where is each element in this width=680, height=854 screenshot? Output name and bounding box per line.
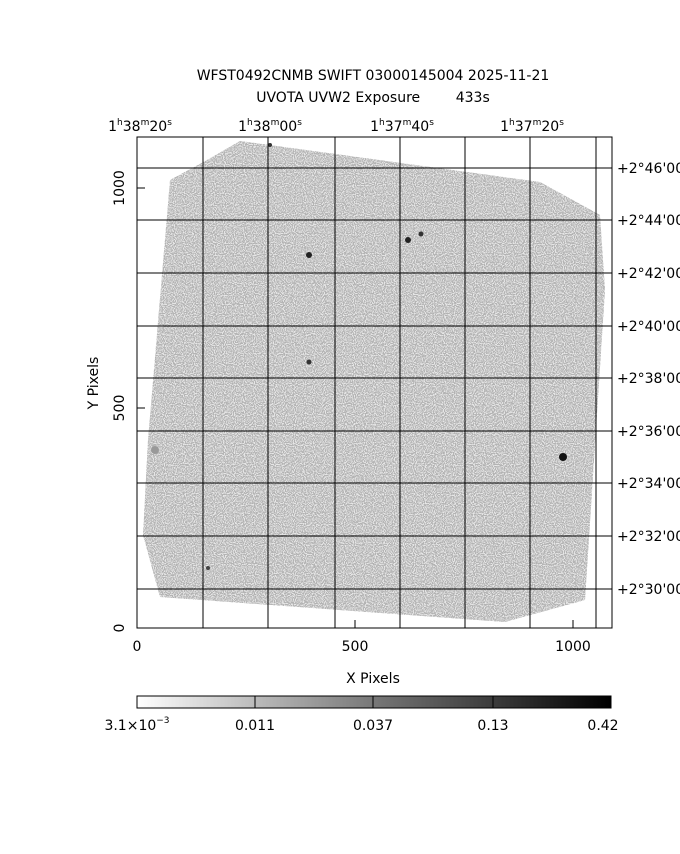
ra-part: 1 bbox=[238, 119, 247, 135]
dec-label: +2°42'00 bbox=[617, 266, 680, 282]
ra-part: s bbox=[297, 118, 302, 128]
ra-part: 1 bbox=[370, 119, 379, 135]
ra-part: h bbox=[379, 118, 385, 128]
y-label: Y Pixels bbox=[86, 357, 102, 411]
dec-label: +2°44'00 bbox=[617, 213, 680, 229]
ra-part: 1 bbox=[108, 119, 117, 135]
colorbar-label: 0.13 bbox=[477, 718, 508, 734]
ra-part: m bbox=[271, 118, 280, 128]
y-tick-label: 0 bbox=[112, 624, 128, 633]
y-tick-label: 500 bbox=[112, 395, 128, 422]
ra-part: 38 bbox=[253, 119, 271, 135]
dec-label: +2°38'00 bbox=[617, 371, 680, 387]
ra-part: s bbox=[429, 118, 434, 128]
ra-part: 37 bbox=[385, 119, 403, 135]
dec-label: +2°36'00 bbox=[617, 424, 680, 440]
ra-part: 20 bbox=[541, 119, 559, 135]
colorbar-label: 0.011 bbox=[235, 718, 275, 734]
ra-part: 20 bbox=[149, 119, 167, 135]
colorbar-label-part: −3 bbox=[156, 716, 169, 726]
ra-part: 40 bbox=[411, 119, 429, 135]
colorbar-label-part: 0.13 bbox=[477, 718, 508, 734]
x-label: X Pixels bbox=[346, 671, 400, 687]
x-tick-label: 0 bbox=[133, 639, 142, 655]
x-tick-label: 1000 bbox=[555, 639, 591, 655]
dec-label: +2°46'00 bbox=[617, 161, 680, 177]
ra-part: s bbox=[559, 118, 564, 128]
coord-grid bbox=[137, 137, 612, 628]
x-tick-label: 500 bbox=[342, 639, 369, 655]
title: WFST0492CNMB SWIFT 03000145004 2025-11-2… bbox=[197, 68, 550, 84]
dec-label: +2°30'00 bbox=[617, 582, 680, 598]
ra-part: h bbox=[117, 118, 123, 128]
y-tick-label: 1000 bbox=[112, 170, 128, 206]
colorbar bbox=[136, 695, 612, 709]
ra-part: m bbox=[403, 118, 412, 128]
ra-part: 1 bbox=[500, 119, 509, 135]
ra-part: s bbox=[167, 118, 172, 128]
dec-label: +2°40'00 bbox=[617, 319, 680, 335]
ra-label: 1h37m20s bbox=[500, 118, 564, 135]
ra-part: m bbox=[141, 118, 150, 128]
subtitle: UVOTA UVW2 Exposure 433s bbox=[256, 90, 490, 106]
dec-label: +2°32'00 bbox=[617, 529, 680, 545]
dec-label: +2°34'00 bbox=[617, 476, 680, 492]
colorbar-label: 0.037 bbox=[353, 718, 393, 734]
ra-part: h bbox=[247, 118, 253, 128]
colorbar-label: 0.42 bbox=[587, 718, 618, 734]
ra-part: 00 bbox=[279, 119, 297, 135]
ra-label: 1h38m20s bbox=[108, 118, 172, 135]
sky-image bbox=[143, 141, 605, 622]
colorbar-label: 3.1×10−3 bbox=[104, 716, 169, 734]
ra-part: h bbox=[509, 118, 515, 128]
frame bbox=[136, 136, 613, 629]
ra-part: 38 bbox=[123, 119, 141, 135]
colorbar-label-part: 0.037 bbox=[353, 718, 393, 734]
ra-part: 37 bbox=[515, 119, 533, 135]
ra-part: m bbox=[533, 118, 542, 128]
colorbar-label-part: 3.1×10 bbox=[104, 718, 156, 734]
colorbar-label-part: 0.011 bbox=[235, 718, 275, 734]
ra-label: 1h37m40s bbox=[370, 118, 434, 135]
colorbar-label-part: 0.42 bbox=[587, 718, 618, 734]
ra-label: 1h38m00s bbox=[238, 118, 302, 135]
